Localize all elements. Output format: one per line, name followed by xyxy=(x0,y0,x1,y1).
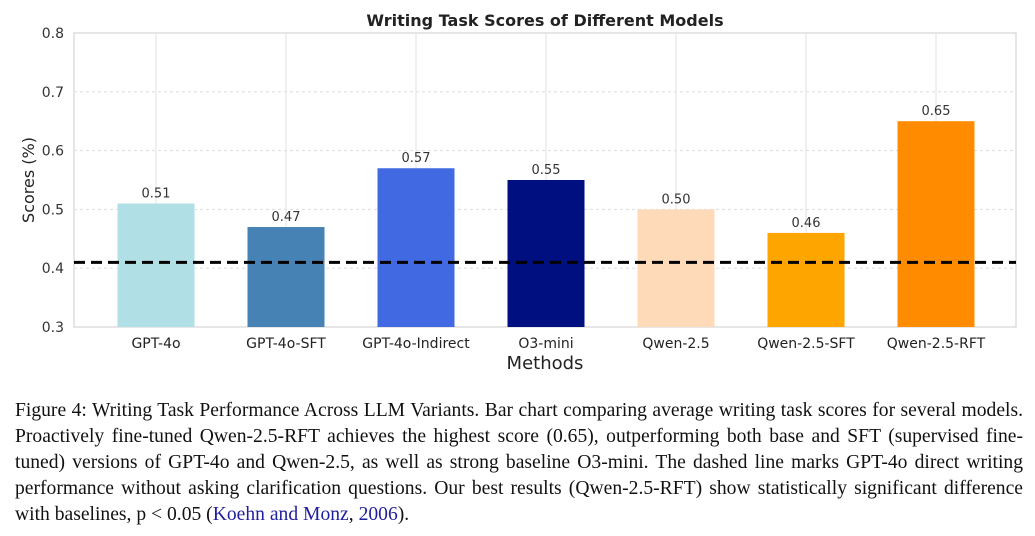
bar-value-label: 0.46 xyxy=(792,216,821,231)
caption-text: Figure 4: Writing Task Performance Acros… xyxy=(15,400,1023,525)
bar-qwen-2-5 xyxy=(637,209,715,327)
y-tick-label: 0.6 xyxy=(42,144,64,160)
y-tick-label: 0.4 xyxy=(42,261,64,277)
bar-value-label: 0.50 xyxy=(662,192,691,207)
x-tick-label: GPT-4o xyxy=(131,336,180,352)
chart-title: Writing Task Scores of Different Models xyxy=(366,11,723,30)
y-axis-label: Scores (%) xyxy=(19,137,38,223)
x-tick-label: GPT-4o-SFT xyxy=(246,336,326,352)
y-tick-label: 0.8 xyxy=(42,26,64,42)
bar-value-label: 0.47 xyxy=(272,210,301,225)
bar-gpt-4o xyxy=(117,203,195,327)
x-tick-label: Qwen-2.5-SFT xyxy=(757,336,855,352)
citation-separator: , xyxy=(348,504,359,525)
bars: 0.51 0.47 0.57 0.55 0.50 0.46 0.65 xyxy=(117,104,975,327)
y-axis-ticks: 0.3 0.4 0.5 0.6 0.7 0.8 xyxy=(42,26,64,336)
bar-qwen-2-5-rft xyxy=(897,121,975,327)
y-tick-label: 0.3 xyxy=(42,320,64,336)
y-tick-label: 0.5 xyxy=(42,202,64,218)
bar-chart: 0.510.470.570.550.500.460.65 0.30.40.50.… xyxy=(19,11,1017,374)
citation-year[interactable]: 2006 xyxy=(358,504,398,525)
bar-value-label: 0.65 xyxy=(922,104,951,119)
x-tick-label: O3-mini xyxy=(518,336,573,352)
x-axis-label: Methods xyxy=(507,353,584,374)
y-tick-label: 0.7 xyxy=(42,85,64,101)
figure-caption: Figure 4: Writing Task Performance Acros… xyxy=(15,398,1023,528)
bar-value-label: 0.55 xyxy=(532,163,561,178)
caption-suffix: ). xyxy=(397,504,410,525)
citation-authors[interactable]: Koehn and Monz xyxy=(212,504,349,525)
bar-gpt-4o-sft xyxy=(247,227,325,327)
x-tick-label: Qwen-2.5 xyxy=(642,336,709,352)
x-tick-label: GPT-4o-Indirect xyxy=(362,336,470,352)
bar-o3-mini xyxy=(507,180,585,327)
bar-gpt-4o-indirect xyxy=(377,168,455,327)
bar-qwen-2-5-sft xyxy=(767,232,845,327)
x-axis-ticks: GPT-4o GPT-4o-SFT GPT-4o-Indirect O3-mini Qw… xyxy=(131,336,985,352)
bar-value-label: 0.51 xyxy=(142,187,171,202)
bar-value-label: 0.57 xyxy=(402,151,431,166)
x-tick-label: Qwen-2.5-RFT xyxy=(887,336,986,352)
